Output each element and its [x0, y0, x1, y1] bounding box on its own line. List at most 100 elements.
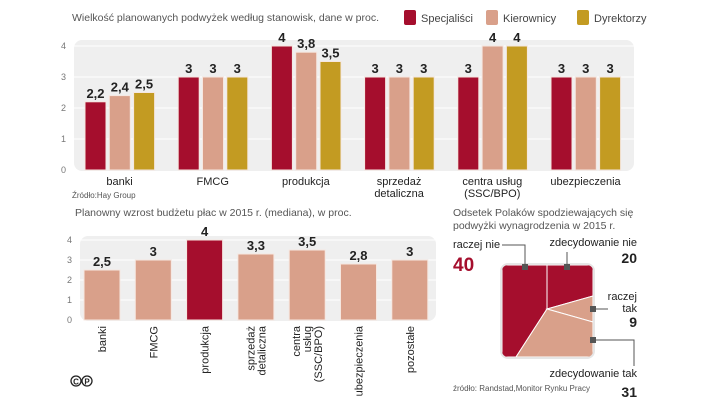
category-label: centra usług — [462, 176, 522, 188]
y-tick-label: 0 — [61, 165, 66, 175]
y-tick-label: 3 — [61, 72, 66, 82]
y-tick-label: 2 — [61, 103, 66, 113]
bar-specjaliści — [457, 76, 480, 171]
y-tick-label: 2 — [67, 275, 72, 285]
legend-swatch-dyrektorzy — [577, 10, 589, 25]
value-label: 3 — [150, 244, 157, 259]
value-label: 3,3 — [247, 238, 265, 253]
plot-area — [74, 40, 634, 171]
chart-expectations-square-pie: Odsetek Polaków spodziewających się podw… — [453, 207, 637, 400]
chart1-title: Wielkość planowanych podwyżek według sta… — [72, 12, 379, 24]
value-label: 3,5 — [321, 46, 339, 61]
slice-value-raczej-nie: 40 — [453, 255, 474, 276]
category-label: usług — [302, 326, 314, 352]
bar — [134, 259, 172, 321]
slice-label-zdecydowanie-nie: zdecydowanie nie — [550, 237, 637, 249]
bar — [237, 253, 275, 321]
value-label: 4 — [513, 30, 521, 45]
slice-value-zdecydowanie-nie: 20 — [621, 250, 637, 266]
value-label: 3 — [185, 61, 192, 76]
value-label: 3,8 — [297, 36, 315, 51]
category-label: FMCG — [197, 176, 229, 188]
value-label: 2,8 — [349, 248, 367, 263]
legend: Specjaliści Kierownicy Dyrektorzy — [404, 10, 647, 25]
category-label: (SSC/BPO) — [313, 326, 325, 382]
bar — [288, 249, 326, 321]
value-label: 4 — [489, 30, 497, 45]
slice-value-zdecydowanie-tak: 31 — [621, 384, 637, 400]
chart2-title: Planowny wzrost budżetu płac w 2015 r. (… — [75, 207, 352, 219]
value-label: 2,4 — [111, 80, 130, 95]
value-label: 3 — [420, 61, 427, 76]
value-label: 3 — [582, 61, 589, 76]
value-label: 3 — [465, 61, 472, 76]
category-label: centra — [291, 325, 303, 356]
category-label: FMCG — [148, 326, 160, 358]
slice-markers — [522, 264, 596, 343]
bar-specjaliści — [84, 101, 107, 171]
legend-label-dyrektorzy: Dyrektorzy — [594, 13, 647, 25]
category-label: sprzedaż — [377, 176, 422, 188]
bar-specjaliści — [270, 45, 293, 171]
category-label: banki — [97, 326, 109, 352]
legend-label-specjalisci: Specjaliści — [421, 13, 473, 25]
bar-dyrektorzy — [599, 76, 622, 171]
category-label: ubezpieczenia — [550, 176, 621, 188]
bar-kierownicy — [295, 51, 318, 171]
legend-swatch-kierownicy — [486, 10, 498, 25]
chart-salary-raises-by-position: Wielkość planowanych podwyżek według sta… — [61, 10, 647, 200]
category-label: ubezpieczenia — [354, 325, 366, 396]
category-label: produkcja — [282, 176, 331, 188]
bar-dyrektorzy — [226, 76, 249, 171]
category-label: sprzedaż — [245, 326, 257, 371]
slice-label-raczej-tak-1: raczej — [608, 291, 637, 303]
bar-specjaliści — [177, 76, 200, 171]
copyright-logo: C P — [70, 375, 93, 387]
bar-kierownicy — [202, 76, 224, 171]
value-label: 2,2 — [86, 86, 104, 101]
legend-swatch-specjalisci — [404, 10, 416, 25]
bar-dyrektorzy — [412, 76, 435, 171]
chart-budget-growth: Planowny wzrost budżetu płac w 2015 r. (… — [67, 207, 436, 396]
bar-specjaliści — [364, 76, 387, 171]
value-label: 3 — [371, 61, 378, 76]
bar-kierownicy — [388, 76, 411, 171]
svg-text:P: P — [84, 378, 90, 387]
value-label: 3 — [558, 61, 565, 76]
y-tick-label: 3 — [67, 255, 72, 265]
value-label: 3 — [234, 61, 241, 76]
bar-kierownicy — [574, 76, 597, 171]
value-label: 3 — [606, 61, 613, 76]
value-label: 4 — [278, 30, 286, 45]
bar-kierownicy — [108, 95, 131, 171]
chart1-source: Źródło:Hay Group — [72, 191, 136, 200]
bar — [186, 239, 224, 321]
slice-zdecydowanie-nie — [546, 265, 593, 310]
bar — [340, 263, 377, 321]
category-label: banki — [106, 176, 132, 188]
value-label: 2,5 — [93, 254, 111, 269]
bar-dyrektorzy — [319, 61, 342, 171]
value-label: 3 — [209, 61, 216, 76]
slice-zdecydowanie-tak — [515, 308, 593, 357]
slice-label-raczej-tak-2: tak — [622, 303, 637, 315]
category-label: detaliczna — [374, 188, 424, 200]
category-label: produkcja — [200, 325, 212, 374]
slice-value-raczej-tak: 9 — [629, 314, 637, 330]
legend-label-kierownicy: Kierownicy — [503, 13, 557, 25]
category-label: detaliczna — [256, 325, 268, 375]
bar-kierownicy — [481, 45, 504, 171]
category-label: (SSC/BPO) — [464, 188, 520, 200]
slice-label-zdecydowanie-tak: zdecydowanie tak — [550, 368, 638, 380]
y-tick-label: 0 — [67, 315, 72, 325]
value-label: 3 — [396, 61, 403, 76]
bar-dyrektorzy — [505, 45, 528, 171]
value-label: 2,5 — [135, 77, 153, 92]
value-label: 3,5 — [298, 234, 316, 249]
bar-specjaliści — [550, 76, 573, 171]
y-tick-label: 1 — [61, 134, 66, 144]
y-tick-label: 1 — [67, 295, 72, 305]
value-label: 3 — [406, 244, 413, 259]
value-label: 4 — [201, 224, 209, 239]
